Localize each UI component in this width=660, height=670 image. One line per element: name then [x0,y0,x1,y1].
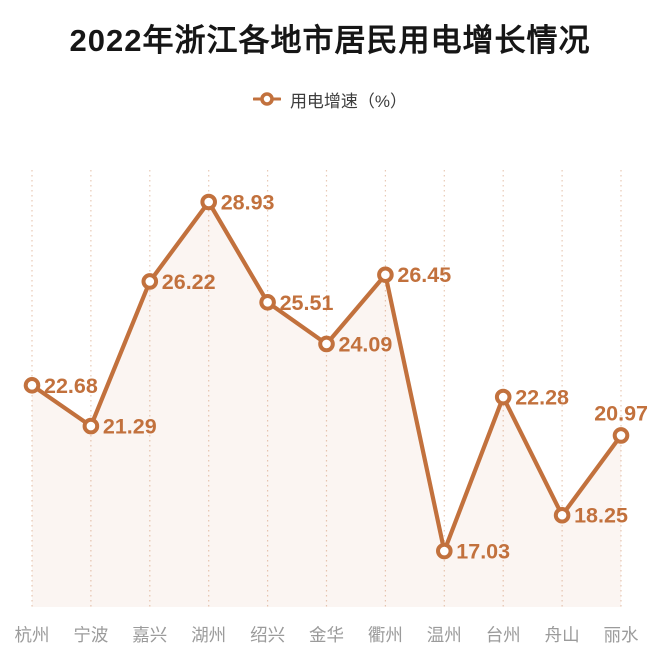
legend[interactable]: 用电增速（%） [0,87,660,112]
x-axis-label[interactable]: 衢州 [368,625,403,645]
x-axis-label[interactable]: 舟山 [545,625,580,645]
data-point[interactable] [141,273,159,290]
x-axis-label[interactable]: 湖州 [191,625,226,645]
data-point[interactable] [200,193,217,211]
data-point-label: 22.28 [515,386,569,410]
plot-area: 22.68 21.29 26.22 28.93 25.51 24.09 26.45 17.03… [0,150,660,670]
data-point[interactable] [259,294,276,311]
data-point[interactable] [612,427,630,444]
x-axis-label[interactable]: 杭州 [15,625,50,645]
data-point[interactable] [553,506,571,524]
legend-line-marker-icon [252,91,281,107]
x-axis-label[interactable]: 金华 [309,625,344,645]
x-axis-label[interactable]: 嘉兴 [132,625,167,645]
legend-label: 用电增速（%） [289,91,408,111]
data-point-label: 26.22 [162,270,216,294]
series-area-fill [32,202,621,607]
data-point-label: 22.68 [44,374,98,398]
chart-title: 2022年浙江各地市居民用电增长情况 [69,23,591,58]
data-point[interactable] [23,377,41,394]
data-point[interactable] [318,335,335,353]
x-axis-label[interactable]: 宁波 [73,625,108,645]
x-axis-label[interactable]: 温州 [427,625,462,645]
data-point-label: 20.97 [594,401,648,425]
data-point[interactable] [377,266,394,284]
data-point[interactable] [82,417,100,435]
data-point-label: 28.93 [221,191,275,215]
data-point-label: 18.25 [574,504,628,528]
x-axis-label[interactable]: 绍兴 [250,625,285,645]
data-point-label: 25.51 [280,291,334,315]
x-axis-label[interactable]: 丽水 [604,625,639,645]
data-point-label: 17.03 [456,540,510,564]
data-point-label: 26.45 [397,263,451,287]
data-point-label: 21.29 [103,415,157,439]
data-point[interactable] [436,542,453,560]
data-point[interactable] [494,388,512,406]
data-point-label: 24.09 [339,332,393,356]
x-axis-label[interactable]: 台州 [486,625,521,645]
